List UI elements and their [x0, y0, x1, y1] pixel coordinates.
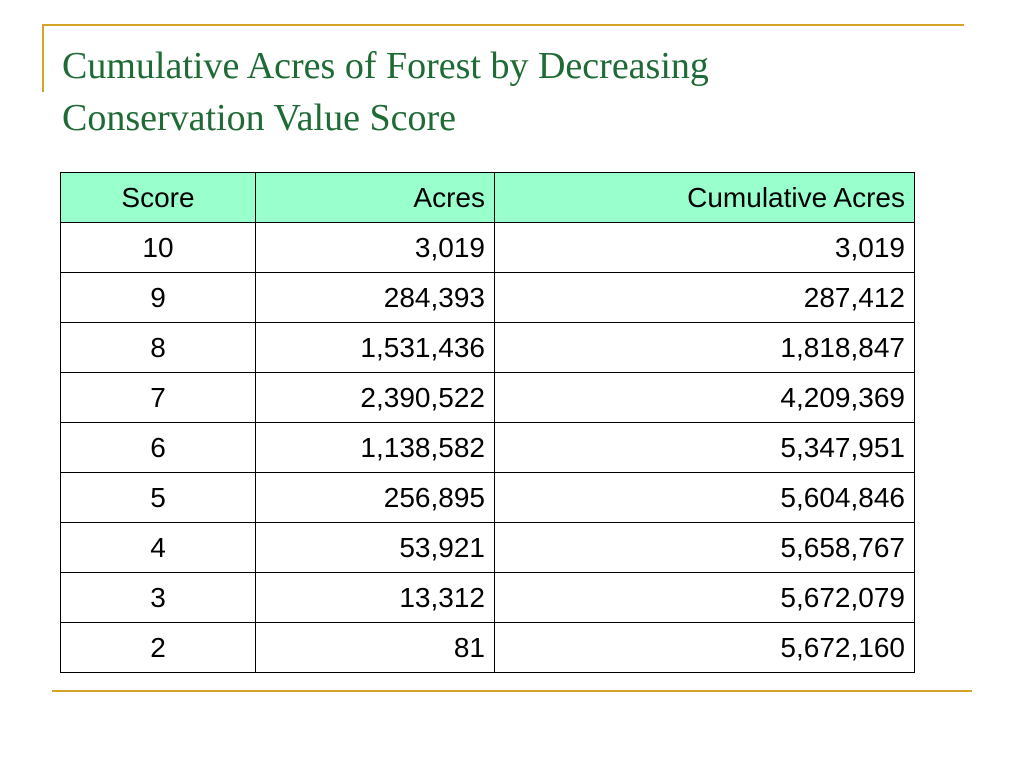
slide-title-line-2: Conservation Value Score: [62, 97, 456, 139]
cell-score: 9: [60, 272, 256, 323]
cell-cumulative-acres: 5,658,767: [494, 522, 915, 573]
cell-score: 3: [60, 572, 256, 623]
table-row: 9 284,393 287,412: [60, 272, 915, 323]
table-row: 4 53,921 5,658,767: [60, 522, 915, 573]
table-row: 2 81 5,672,160: [60, 622, 915, 673]
bottom-accent-rule: [52, 690, 972, 692]
table-row: 3 13,312 5,672,079: [60, 572, 915, 623]
table-header-row: Score Acres Cumulative Acres: [60, 172, 915, 223]
table-row: 6 1,138,582 5,347,951: [60, 422, 915, 473]
cell-acres: 284,393: [255, 272, 495, 323]
cell-cumulative-acres: 5,672,079: [494, 572, 915, 623]
cell-acres: 53,921: [255, 522, 495, 573]
cell-acres: 81: [255, 622, 495, 673]
cell-score: 2: [60, 622, 256, 673]
left-accent-rule: [42, 24, 44, 92]
top-accent-rule: [42, 24, 964, 26]
cell-acres: 1,531,436: [255, 322, 495, 373]
slide-title-line-1: Cumulative Acres of Forest by Decreasing: [62, 45, 709, 87]
cell-acres: 256,895: [255, 472, 495, 523]
header-score: Score: [60, 172, 256, 223]
header-cumulative-acres: Cumulative Acres: [494, 172, 915, 223]
cell-cumulative-acres: 5,672,160: [494, 622, 915, 673]
cell-score: 8: [60, 322, 256, 373]
cell-cumulative-acres: 5,347,951: [494, 422, 915, 473]
cell-cumulative-acres: 287,412: [494, 272, 915, 323]
table-row: 7 2,390,522 4,209,369: [60, 372, 915, 423]
cell-score: 4: [60, 522, 256, 573]
cell-score: 6: [60, 422, 256, 473]
cell-acres: 3,019: [255, 222, 495, 273]
cell-acres: 2,390,522: [255, 372, 495, 423]
cell-acres: 13,312: [255, 572, 495, 623]
cell-cumulative-acres: 3,019: [494, 222, 915, 273]
table-row: 8 1,531,436 1,818,847: [60, 322, 915, 373]
acres-table: Score Acres Cumulative Acres 10 3,019 3,…: [60, 172, 915, 673]
cell-cumulative-acres: 5,604,846: [494, 472, 915, 523]
cell-acres: 1,138,582: [255, 422, 495, 473]
table-row: 5 256,895 5,604,846: [60, 472, 915, 523]
header-acres: Acres: [255, 172, 495, 223]
cell-score: 10: [60, 222, 256, 273]
cell-score: 5: [60, 472, 256, 523]
cell-score: 7: [60, 372, 256, 423]
cell-cumulative-acres: 4,209,369: [494, 372, 915, 423]
table-row: 10 3,019 3,019: [60, 222, 915, 273]
cell-cumulative-acres: 1,818,847: [494, 322, 915, 373]
slide-title: Cumulative Acres of Forest by Decreasing…: [62, 40, 962, 144]
